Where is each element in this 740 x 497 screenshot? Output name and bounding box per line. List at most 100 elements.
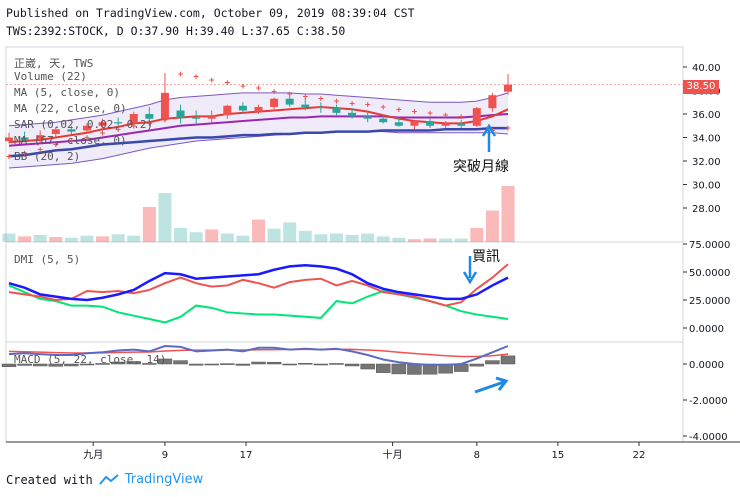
candle-body bbox=[504, 84, 512, 92]
chart-canvas[interactable]: 40.0038.0036.0034.0032.0030.0028.0075.00… bbox=[0, 0, 740, 470]
candle-body bbox=[238, 105, 247, 111]
candle-body bbox=[192, 117, 201, 119]
macd-arrow-icon bbox=[474, 376, 509, 394]
macd-histogram-bar bbox=[360, 363, 375, 370]
legend-macd[interactable]: MACD (5, 22, close, 14) bbox=[14, 353, 167, 366]
sar-point: + bbox=[22, 149, 28, 159]
legend-bb[interactable]: BB (20, 2) bbox=[14, 150, 81, 163]
time-tick-label: 十月 bbox=[383, 448, 403, 461]
volume-bar bbox=[501, 186, 515, 242]
sar-point: + bbox=[240, 82, 246, 92]
footer-brand[interactable]: TradingView bbox=[124, 472, 204, 487]
volume-bar bbox=[189, 232, 203, 242]
sar-point: + bbox=[100, 129, 106, 139]
macd-histogram-bar bbox=[344, 363, 360, 367]
sar-point: + bbox=[178, 70, 184, 80]
macd-histogram-bar bbox=[298, 363, 313, 365]
legend-ma67[interactable]: MA (67, close, 0) bbox=[14, 134, 127, 147]
legend-ma22[interactable]: MA (22, close, 0) bbox=[14, 102, 127, 115]
macd-histogram-bar bbox=[391, 363, 407, 375]
candle-body bbox=[270, 98, 279, 107]
macd-tick-label: -4.0000 bbox=[689, 432, 728, 443]
volume-bar bbox=[2, 233, 16, 242]
sar-point: + bbox=[303, 92, 309, 102]
volume-bar bbox=[33, 235, 47, 242]
macd-histogram-bar bbox=[95, 363, 110, 365]
annotation-breakout: 突破月線 bbox=[453, 159, 509, 175]
sar-point: + bbox=[365, 101, 371, 111]
macd-histogram-bar bbox=[500, 355, 516, 365]
legend-volume[interactable]: Volume (22) bbox=[14, 70, 87, 83]
candle-body bbox=[301, 104, 310, 107]
time-tick-label: 九月 bbox=[83, 449, 103, 461]
bb-upper-line bbox=[8, 92, 509, 127]
volume-bar bbox=[252, 219, 265, 242]
candle-body bbox=[145, 114, 154, 119]
di-minus-line bbox=[8, 284, 509, 324]
volume-bar bbox=[439, 238, 453, 242]
time-tick-label: 22 bbox=[633, 450, 646, 461]
volume-bar bbox=[454, 238, 468, 242]
sar-point: + bbox=[271, 88, 277, 98]
macd-histogram-bar bbox=[157, 358, 173, 365]
macd-histogram-bar bbox=[282, 363, 297, 366]
volume-bar bbox=[127, 235, 141, 242]
sar-point: + bbox=[162, 116, 168, 126]
volume-bar bbox=[64, 237, 78, 242]
sar-point: + bbox=[37, 145, 43, 155]
price-tick-label: 34.00 bbox=[692, 134, 721, 145]
sar-point: + bbox=[84, 134, 90, 144]
volume-bar bbox=[298, 230, 312, 242]
candle-body bbox=[363, 116, 372, 119]
sar-point: + bbox=[131, 122, 137, 132]
legend-ma5[interactable]: MA (5, close, 0) bbox=[14, 86, 120, 99]
macd-histogram-bar bbox=[204, 363, 219, 366]
dmi-tick-label: 0.0000 bbox=[689, 324, 724, 335]
sar-point: + bbox=[427, 109, 433, 119]
ma67-line bbox=[8, 126, 508, 158]
price-tick-label: 36.00 bbox=[692, 110, 721, 121]
legend-dmi[interactable]: DMI (5, 5) bbox=[14, 253, 81, 266]
volume-bar bbox=[220, 233, 234, 242]
annotation-buy-signal: 買訊 bbox=[472, 249, 500, 265]
macd-histogram-bar bbox=[329, 363, 344, 365]
time-tick-label: 8 bbox=[474, 450, 480, 461]
legend-symbol[interactable]: 正崴, 天, TWS bbox=[14, 57, 94, 70]
macd-histogram-bar bbox=[407, 363, 422, 375]
candle-body bbox=[410, 121, 419, 126]
macd-histogram-bar bbox=[126, 361, 141, 365]
candle-body bbox=[394, 122, 403, 126]
volume-bar bbox=[361, 233, 375, 242]
dmi-tick-label: 75.0000 bbox=[689, 240, 730, 251]
footer-created: Created with bbox=[6, 472, 93, 487]
sar-point: + bbox=[443, 111, 449, 121]
candle-body bbox=[472, 108, 481, 126]
publish-info: Published on TradingView.com, October 09… bbox=[6, 6, 415, 20]
macd-histogram-bar bbox=[79, 363, 95, 366]
legend-sar[interactable]: SAR (0.02, 0.02, 0.2) bbox=[14, 118, 154, 131]
sar-point: + bbox=[115, 125, 121, 135]
candle-body bbox=[20, 137, 29, 140]
macd-histogram-bar bbox=[110, 361, 126, 365]
volume-bar bbox=[407, 239, 421, 242]
candle-body bbox=[441, 123, 450, 126]
price-tick-label: 32.00 bbox=[692, 157, 721, 168]
sar-point: + bbox=[6, 152, 12, 162]
sar-point: + bbox=[505, 124, 511, 134]
candle-body bbox=[332, 108, 341, 113]
macd-histogram-bar bbox=[1, 363, 17, 367]
volume-bar bbox=[392, 237, 406, 242]
time-tick-label: 9 bbox=[162, 450, 168, 461]
macd-line bbox=[8, 344, 509, 366]
candle-body bbox=[207, 115, 216, 119]
volume-bar bbox=[376, 236, 390, 242]
volume-bar bbox=[142, 207, 156, 242]
volume-bar bbox=[111, 234, 125, 242]
tradingview-logo-icon bbox=[98, 473, 119, 485]
volume-bar bbox=[345, 235, 359, 242]
macd-histogram-bar bbox=[235, 363, 251, 366]
candle-body bbox=[98, 122, 107, 126]
footer: Created with TradingView bbox=[6, 472, 203, 487]
macd-histogram-bar bbox=[48, 363, 64, 367]
volume-bar bbox=[283, 222, 297, 242]
